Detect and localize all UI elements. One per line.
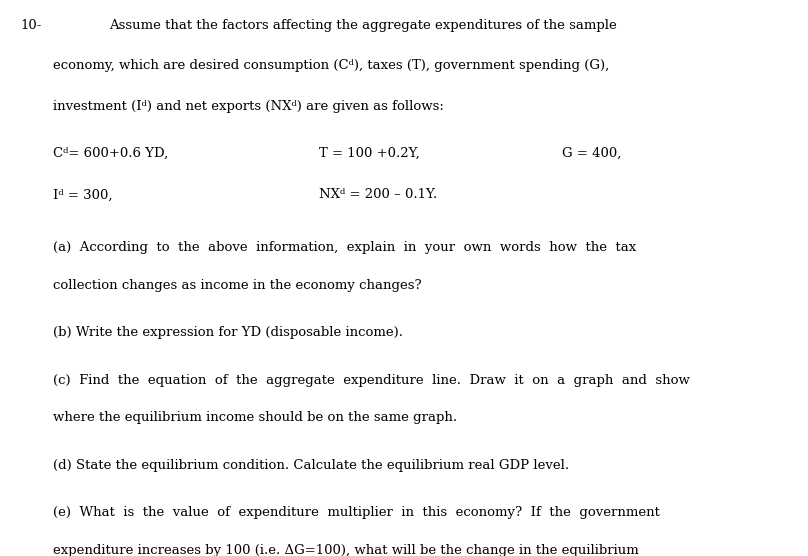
Text: collection changes as income in the economy changes?: collection changes as income in the econ…	[53, 279, 421, 292]
Text: (b) Write the expression for YD (disposable income).: (b) Write the expression for YD (disposa…	[53, 326, 402, 339]
Text: investment (Iᵈ) and net exports (NXᵈ) are given as follows:: investment (Iᵈ) and net exports (NXᵈ) ar…	[53, 100, 444, 112]
Text: Cᵈ= 600+0.6 YD,: Cᵈ= 600+0.6 YD,	[53, 147, 168, 160]
Text: (a)  According  to  the  above  information,  explain  in  your  own  words  how: (a) According to the above information, …	[53, 241, 636, 254]
Text: NXᵈ = 200 – 0.1Y.: NXᵈ = 200 – 0.1Y.	[319, 188, 437, 201]
Text: G = 400,: G = 400,	[562, 147, 621, 160]
Text: 10-: 10-	[20, 19, 41, 32]
Text: economy, which are desired consumption (Cᵈ), taxes (T), government spending (G),: economy, which are desired consumption (…	[53, 59, 608, 72]
Text: (c)  Find  the  equation  of  the  aggregate  expenditure  line.  Draw  it  on  : (c) Find the equation of the aggregate e…	[53, 374, 689, 386]
Text: (d) State the equilibrium condition. Calculate the equilibrium real GDP level.: (d) State the equilibrium condition. Cal…	[53, 459, 569, 471]
Text: T = 100 +0.2Y,: T = 100 +0.2Y,	[319, 147, 420, 160]
Text: Iᵈ = 300,: Iᵈ = 300,	[53, 188, 112, 201]
Text: Assume that the factors affecting the aggregate expenditures of the sample: Assume that the factors affecting the ag…	[109, 19, 617, 32]
Text: where the equilibrium income should be on the same graph.: where the equilibrium income should be o…	[53, 411, 457, 424]
Text: (e)  What  is  the  value  of  expenditure  multiplier  in  this  economy?  If  : (e) What is the value of expenditure mul…	[53, 506, 659, 519]
Text: expenditure increases by 100 (i.e. ΔG=100), what will be the change in the equil: expenditure increases by 100 (i.e. ΔG=10…	[53, 544, 638, 556]
